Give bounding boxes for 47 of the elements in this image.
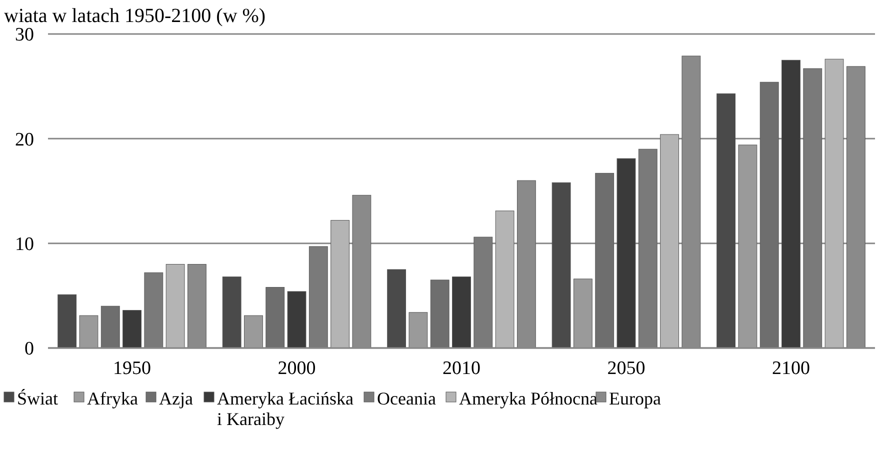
legend-label: Ameryka Łacińska i Karaiby [217,388,354,429]
legend-label: Europa [609,388,661,408]
bar [287,291,306,348]
bar [266,287,285,348]
x-tick-label: 1950 [113,358,152,379]
bar [244,315,263,348]
bar [495,210,514,348]
bar [122,310,142,348]
bar [760,82,779,348]
bar [716,93,736,348]
bar [782,60,800,348]
legend-label: Oceania [377,388,436,408]
bar [574,278,592,348]
bar [100,306,120,348]
bar [616,158,636,348]
bar [660,134,679,348]
x-tick-label: 2000 [278,358,316,379]
bar [144,272,164,348]
legend-label: Świat [17,388,58,408]
y-tick-label: 30 [15,24,34,46]
legend-label: Afryka [87,388,138,408]
y-tick-label: 10 [15,234,34,255]
bar [474,236,493,348]
bar [430,280,450,348]
bar [79,315,98,348]
legend-label: Azja [159,388,193,408]
bar [166,264,185,348]
x-tick-label: 2010 [442,358,480,379]
bar [387,269,406,348]
bar [408,312,428,348]
y-tick-label: 0 [24,338,34,360]
bar [803,68,822,348]
bar [330,220,350,348]
bar [58,294,77,348]
x-tick-label: 2050 [607,358,646,379]
bar [552,182,571,348]
bar [308,246,328,348]
bar [738,144,758,348]
bar [595,172,614,348]
y-tick-label: 20 [15,129,34,150]
x-tick-label: 2100 [772,358,810,379]
bar [638,148,658,348]
bar [452,276,471,348]
chart-title: wiata w latach 1950-2100 (w %) [4,5,266,27]
bar [222,276,242,348]
bar [824,58,844,348]
legend-label: Ameryka Północna [459,388,598,408]
